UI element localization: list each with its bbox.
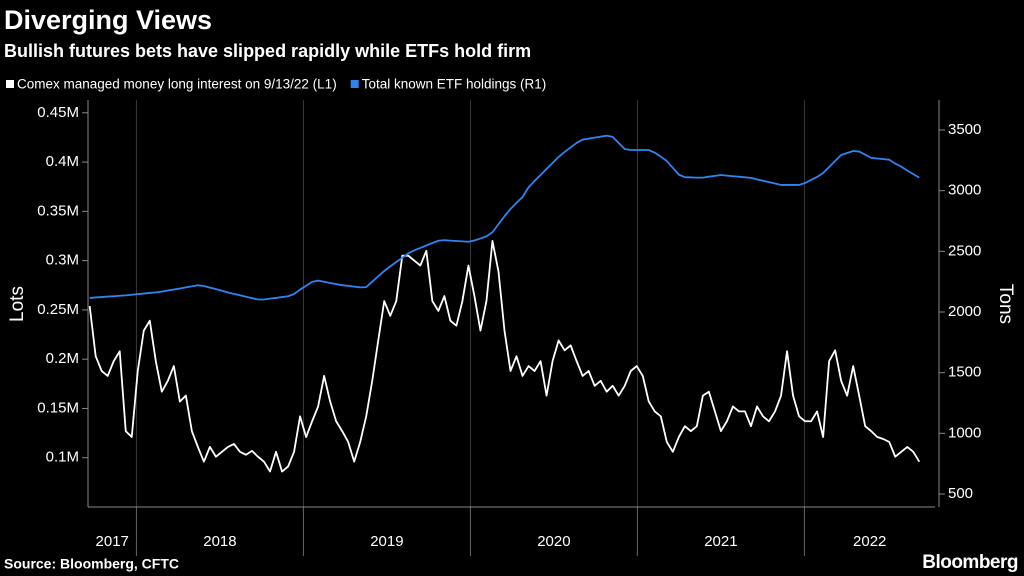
legend-swatch	[6, 80, 14, 88]
y-tick-label: 0.3M	[46, 252, 79, 269]
y-tick-label: 0.35M	[37, 202, 79, 219]
y-tick-label: 0.2M	[46, 350, 79, 367]
y-axis-label: Lots	[7, 286, 28, 322]
chart-title: Diverging Views	[4, 5, 212, 35]
x-tick-label: 2020	[537, 533, 570, 550]
y2-axis-label: Tons	[995, 284, 1016, 324]
y-tick-label: 0.15M	[37, 399, 79, 416]
y2-tick-label: 2500	[948, 242, 981, 259]
y2-tick-label: 3500	[948, 121, 981, 138]
legend-label: Total known ETF holdings (R1)	[362, 77, 547, 92]
source: Source: Bloomberg, CFTC	[4, 556, 179, 572]
y-tick-label: 0.1M	[46, 449, 79, 466]
y2-tick-label: 1000	[948, 424, 981, 441]
y2-tick-label: 1500	[948, 364, 981, 381]
legend-swatch	[350, 80, 359, 88]
x-tick-label: 2022	[853, 533, 886, 550]
y2-tick-label: 2000	[948, 303, 981, 320]
y-tick-label: 0.25M	[37, 301, 79, 318]
x-tick-label: 2019	[370, 533, 403, 550]
y2-tick-label: 500	[948, 485, 973, 502]
x-tick-label: 2021	[704, 533, 737, 550]
y-tick-label: 0.4M	[46, 153, 79, 170]
x-tick-label: 2018	[203, 533, 236, 550]
brand: Bloomberg	[922, 552, 1018, 573]
y-tick-label: 0.45M	[37, 104, 79, 121]
x-tick-label: 2017	[96, 533, 129, 550]
chart-subtitle: Bullish futures bets have slipped rapidl…	[4, 41, 531, 61]
y2-tick-label: 3000	[948, 182, 981, 199]
series-line	[88, 240, 921, 473]
legend-label: Comex managed money long interest on 9/1…	[17, 77, 337, 92]
series-line	[89, 134, 920, 301]
